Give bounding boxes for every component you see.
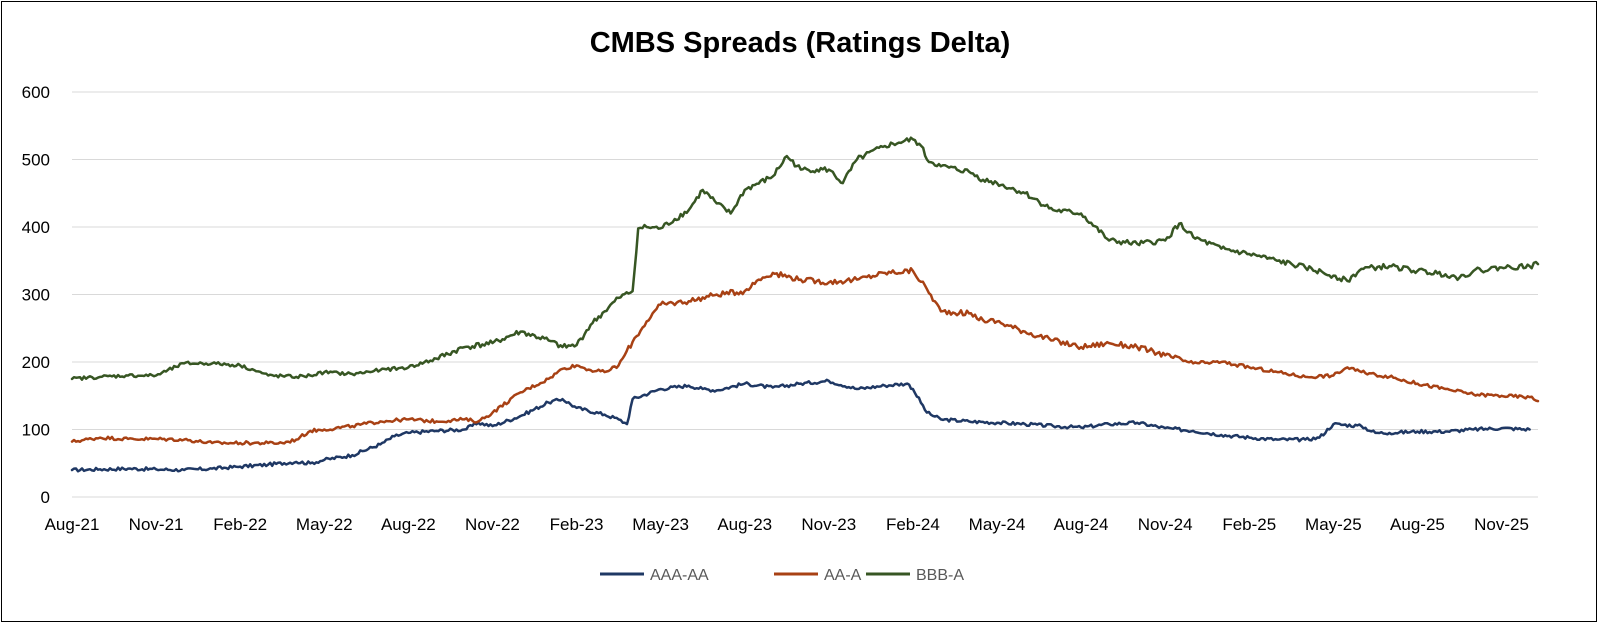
legend-label-aaa-aa: AAA-AA: [650, 567, 709, 584]
y-tick-label-400: 400: [22, 218, 50, 237]
x-tick-label-aug-22: Aug-22: [381, 515, 436, 534]
legend-label-aa-a: AA-A: [824, 567, 862, 584]
y-tick-label-200: 200: [22, 353, 50, 372]
y-tick-label-0: 0: [41, 488, 50, 507]
x-tick-label-may-22: May-22: [296, 515, 353, 534]
x-tick-label-may-25: May-25: [1305, 515, 1362, 534]
x-tick-label-may-23: May-23: [632, 515, 689, 534]
x-tick-label-nov-23: Nov-23: [801, 515, 856, 534]
y-tick-label-100: 100: [22, 421, 50, 440]
series-line-aa-a: [70, 267, 1540, 446]
x-tick-label-feb-25: Feb-25: [1222, 515, 1276, 534]
x-tick-label-may-24: May-24: [969, 515, 1026, 534]
x-tick-label-aug-23: Aug-23: [717, 515, 772, 534]
x-tick-label-feb-24: Feb-24: [886, 515, 940, 534]
chart-title: CMBS Spreads (Ratings Delta): [590, 27, 1011, 59]
x-tick-label-aug-24: Aug-24: [1054, 515, 1109, 534]
x-tick-label-aug-25: Aug-25: [1390, 515, 1445, 534]
y-tick-label-500: 500: [22, 151, 50, 170]
legend-label-bbb-a: BBB-A: [916, 567, 964, 584]
gridlines: [72, 91, 1538, 498]
series-line-aaa-aa: [70, 378, 1531, 473]
x-tick-label-nov-25: Nov-25: [1474, 515, 1529, 534]
x-tick-label-aug-21: Aug-21: [45, 515, 100, 534]
x-tick-label-feb-22: Feb-22: [213, 515, 267, 534]
x-tick-label-nov-22: Nov-22: [465, 515, 520, 534]
y-tick-label-300: 300: [22, 286, 50, 305]
x-tick-label-nov-24: Nov-24: [1138, 515, 1193, 534]
x-axis-tick-labels: Aug-21 Nov-21 Feb-22 May-22 Aug-22 Nov-22 Feb-…: [45, 515, 1529, 534]
y-axis-tick-labels: 0 100 200 300 400 500 600: [22, 83, 50, 507]
x-tick-label-feb-23: Feb-23: [550, 515, 604, 534]
y-tick-label-600: 600: [22, 83, 50, 102]
series-lines: [70, 136, 1540, 473]
series-line-bbb-a: [70, 136, 1540, 381]
legend: AAA-AA AA-A BBB-A: [600, 567, 964, 584]
x-tick-label-nov-21: Nov-21: [129, 515, 184, 534]
